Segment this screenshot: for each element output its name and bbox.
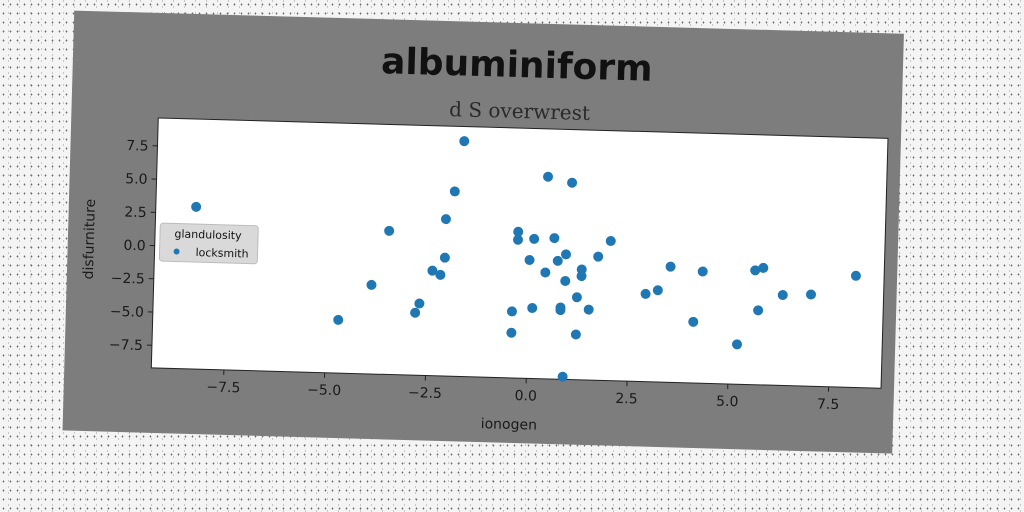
x-axis-label: ionogen [480,416,537,434]
scatter-point [777,290,788,301]
y-tick-label: 0.0 [123,238,146,255]
y-tick-label: 7.5 [126,138,149,155]
scatter-point [440,214,451,225]
scatter-point [410,307,421,318]
scatter-point [439,252,450,263]
scatter-point [753,305,764,316]
scatter-point [806,289,817,300]
x-tick-label: 5.0 [716,394,739,411]
scatter-point [540,267,551,278]
scatter-point [567,177,578,188]
scatter-point [750,265,761,276]
x-tick-label: 0.0 [514,388,537,405]
scatter-point [513,234,524,245]
scatter-point [665,261,676,272]
scatter-point [557,371,568,382]
y-axis-ticks: 7.5 5.0 2.5 0.0 −2.5 −5.0 −7.5 [109,138,158,354]
scatter-point [697,266,708,277]
scatter-point [506,306,517,317]
scatter-point [552,255,563,266]
legend-title: glandulosity [174,227,242,242]
legend: glandulosity locksmith [158,222,259,265]
scatter-point [640,288,651,299]
x-axis-ticks: −7.5 −5.0 −2.5 0.0 2.5 5.0 7.5 [206,369,840,413]
plot-area [150,117,889,389]
scatter-points [191,136,861,382]
scatter-point [459,136,470,147]
y-tick-label: −5.0 [110,304,144,321]
scatter-point [570,329,581,340]
scatter-point [366,279,377,290]
scatter-point [524,255,535,266]
scatter-point [527,303,538,314]
x-tick-label: −5.0 [307,382,341,399]
x-tick-label: 7.5 [817,396,840,413]
scatter-point [560,275,571,286]
chart-subtitle: d S overwrest [449,97,590,125]
scatter-point [688,316,699,327]
scatter-point [731,339,742,350]
x-tick-label: −7.5 [206,379,240,396]
scatter-point [571,292,582,303]
scatter-point [549,233,560,244]
scatter-point [652,285,663,296]
y-tick-label: −2.5 [111,271,145,288]
legend-box [158,222,259,265]
scatter-point [435,269,446,280]
scatter-point [191,201,202,212]
scatter-point [593,251,604,262]
legend-marker [173,248,180,255]
x-tick-label: −2.5 [408,385,442,402]
scatter-point [427,265,438,276]
scatter-point [543,171,554,182]
x-tick-label: 2.5 [615,391,638,408]
scatter-point [506,327,517,338]
scatter-point [850,270,861,281]
y-tick-label: −7.5 [109,337,143,354]
scatter-point [513,226,524,237]
scatter-point [384,225,395,236]
scatter-point [561,249,572,260]
scatter-point [576,271,587,282]
scatter-point [758,262,769,273]
scatter-point [449,186,460,197]
scatter-point [529,233,540,244]
scatter-point [605,236,616,247]
scatter-point [333,314,344,325]
legend-entry-locksmith: locksmith [195,246,248,260]
y-tick-label: 5.0 [125,171,148,188]
chart-title: albuminiform [381,41,654,90]
scatter-point [583,304,594,315]
scatter-point [555,305,566,316]
scatter-point [414,298,425,309]
y-axis-label: disfurniture [81,199,99,280]
y-tick-label: 2.5 [124,204,147,221]
